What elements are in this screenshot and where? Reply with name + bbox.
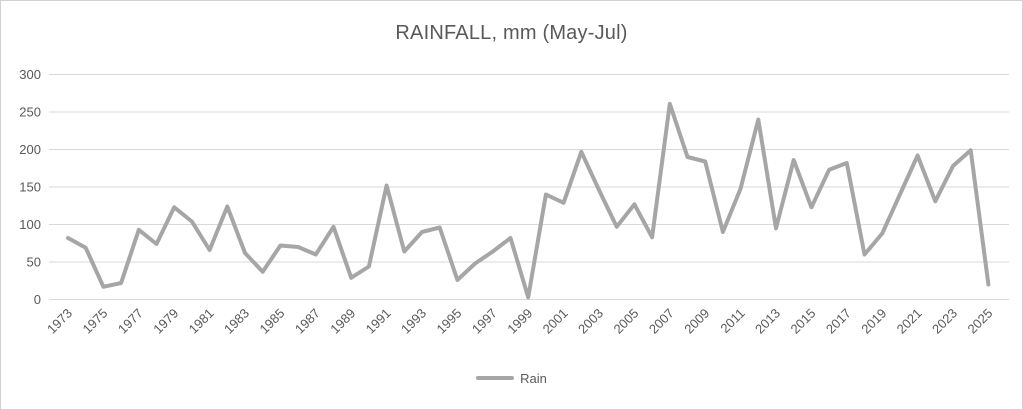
y-tick-label: 150 [19,180,41,195]
y-tick-label: 100 [19,217,41,232]
y-tick-label: 50 [27,255,41,270]
x-tick-label: 1985 [256,306,287,337]
y-tick-label: 0 [34,292,41,307]
x-tick-label: 1995 [433,306,464,337]
x-tick-label: 2011 [717,306,747,336]
x-tick-label: 2013 [752,306,783,337]
x-tick-label: 1991 [363,306,394,337]
legend-line-swatch [476,376,515,380]
x-tick-label: 2021 [894,306,925,337]
y-tick-label: 300 [19,67,41,82]
legend-label: Rain [520,370,547,386]
x-tick-label: 2009 [681,306,712,337]
y-tick-label: 200 [19,142,41,157]
y-tick-label: 250 [19,105,41,120]
x-tick-label: 2005 [610,306,641,337]
x-tick-label: 2023 [929,306,960,337]
x-tick-label: 2025 [964,306,995,337]
x-tick-label: 1987 [292,306,323,337]
x-tick-label: 1983 [221,306,252,337]
x-tick-label: 2003 [575,306,606,337]
x-tick-label: 2017 [823,306,854,337]
x-tick-label: 1989 [327,306,358,337]
legend: Rain [1,369,1022,387]
x-tick-label: 1993 [398,306,429,337]
x-tick-label: 2001 [540,306,571,337]
x-tick-label: 2019 [858,306,889,337]
x-tick-label: 1979 [150,306,181,337]
x-tick-label: 1973 [44,306,75,337]
chart-title: RAINFALL, mm (May-Jul) [395,22,628,44]
rain-series-line [66,101,991,300]
x-tick-label: 1997 [469,306,500,337]
x-tick-label: 2007 [646,306,677,337]
x-tick-label: 1999 [504,306,535,337]
x-tick-label: 2015 [787,306,818,337]
x-tick-label: 1981 [186,306,217,337]
x-tick-label: 1977 [115,306,146,337]
x-tick-label: 1975 [79,306,110,337]
